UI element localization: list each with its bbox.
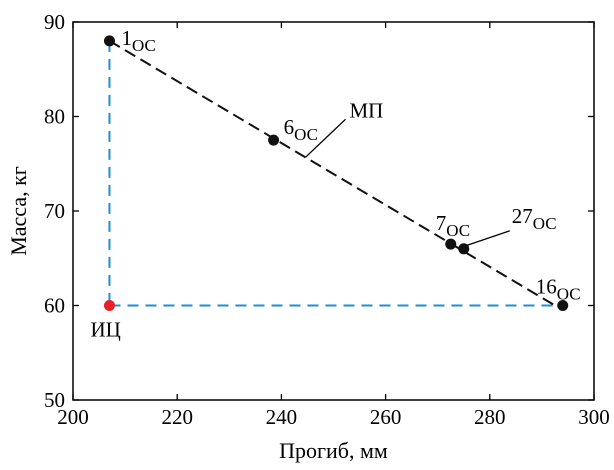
axis-ticks bbox=[72, 21, 595, 401]
x-tick-label: 280 bbox=[474, 405, 506, 429]
point-label-subscript: ОС bbox=[533, 214, 557, 233]
point-label-number: 27 bbox=[512, 204, 533, 228]
x-axis-label: Прогиб, мм bbox=[279, 438, 388, 463]
x-tick-label: 300 bbox=[578, 405, 610, 429]
mp-leader-line bbox=[305, 118, 346, 158]
series-line-mp bbox=[108, 40, 556, 307]
point-label-subscript: ОС bbox=[132, 36, 156, 55]
point-label: 16ОС bbox=[536, 275, 581, 304]
data-point bbox=[103, 35, 115, 47]
data-point bbox=[103, 300, 115, 311]
point-label-subscript: ОС bbox=[294, 125, 318, 144]
y-tick-label: 60 bbox=[44, 294, 65, 318]
data-point bbox=[445, 238, 457, 250]
y-axis-label: Масса, кг bbox=[6, 166, 31, 256]
guide-lines bbox=[108, 40, 555, 307]
point-label-number: 16 bbox=[536, 275, 557, 299]
point-label: 7ОС bbox=[436, 211, 470, 240]
y-tick-label: 80 bbox=[44, 105, 65, 129]
series-lines bbox=[108, 40, 556, 307]
tick-labels: 200 220 240 260 280 300 50 60 70 80 90 bbox=[44, 10, 610, 429]
x-tick-label: 200 bbox=[57, 405, 89, 429]
point-leader-line bbox=[465, 230, 510, 247]
point-label-number: 7 bbox=[436, 211, 447, 235]
point-label-number: 6 bbox=[284, 115, 295, 139]
point-label-subscript: ОС bbox=[557, 285, 581, 304]
y-tick-label: 70 bbox=[44, 199, 65, 223]
data-point bbox=[268, 134, 280, 146]
point-label: ИЦ bbox=[90, 318, 120, 342]
point-label-number: ИЦ bbox=[90, 318, 120, 342]
x-tick-label: 220 bbox=[161, 405, 193, 429]
data-points bbox=[103, 35, 569, 311]
x-tick-label: 260 bbox=[370, 405, 402, 429]
point-label-subscript: ОС bbox=[446, 221, 470, 240]
point-label: 27ОС bbox=[512, 204, 557, 233]
point-label-number: 1 bbox=[121, 26, 132, 50]
data-point bbox=[557, 300, 569, 311]
x-tick-label: 240 bbox=[266, 405, 298, 429]
mp-label: МП bbox=[349, 98, 383, 122]
y-tick-label: 50 bbox=[44, 388, 65, 412]
y-tick-label: 90 bbox=[44, 10, 65, 34]
point-label: 1ОС bbox=[121, 26, 155, 55]
annotations: МП bbox=[305, 98, 383, 158]
point-label: 6ОС bbox=[284, 115, 318, 144]
